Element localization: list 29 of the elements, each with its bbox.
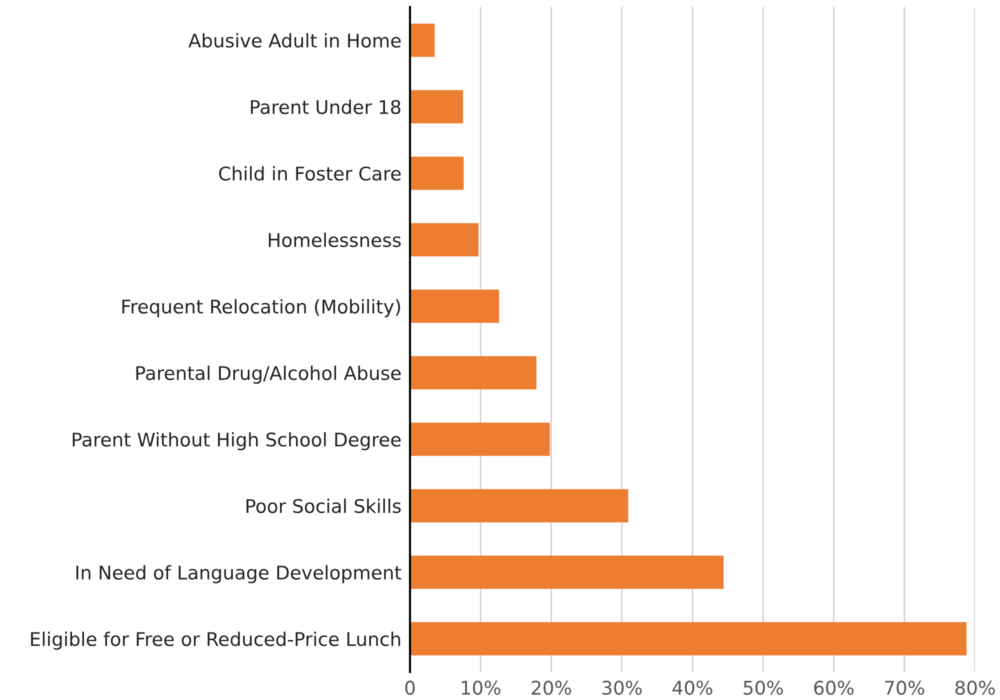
y-tick-label: Parental Drug/Alcohol Abuse [136,366,401,384]
bar [410,90,463,124]
bar [410,290,499,323]
bar [410,156,464,190]
y-tick-label: In Need of Language Development [76,565,402,584]
x-tick-label: 0 [405,680,415,695]
y-tick-label: Homelessness [268,232,401,248]
bar [410,422,550,456]
bar [410,622,967,656]
x-tick-label: 70% [885,680,924,695]
bar [410,489,628,522]
x-tick-label: 10% [462,680,500,695]
x-tick-label: 20% [532,680,572,695]
bar [410,223,479,256]
y-tick-label: Eligible for Free or Reduced-Price Lunch [31,632,400,650]
x-tick-label: 60% [814,680,854,695]
y-tick-label: Parent Under 18 [250,100,400,114]
y-tick-label: Parent Without High School Degree [72,432,401,450]
y-tick-label: Frequent Relocation (Mobility) [122,299,400,318]
y-tick-label: Child in Foster Care [219,166,401,181]
bar [410,24,435,57]
x-tick-label: 50% [744,680,783,695]
x-tick-label: 40% [672,680,712,695]
bar [410,356,536,390]
x-tick-label: 80% [955,680,995,695]
x-tick-label: 30% [602,680,642,695]
bar [410,556,724,589]
y-tick-label: Poor Social Skills [246,498,401,514]
y-tick-label: Abusive Adult in Home [188,33,401,48]
